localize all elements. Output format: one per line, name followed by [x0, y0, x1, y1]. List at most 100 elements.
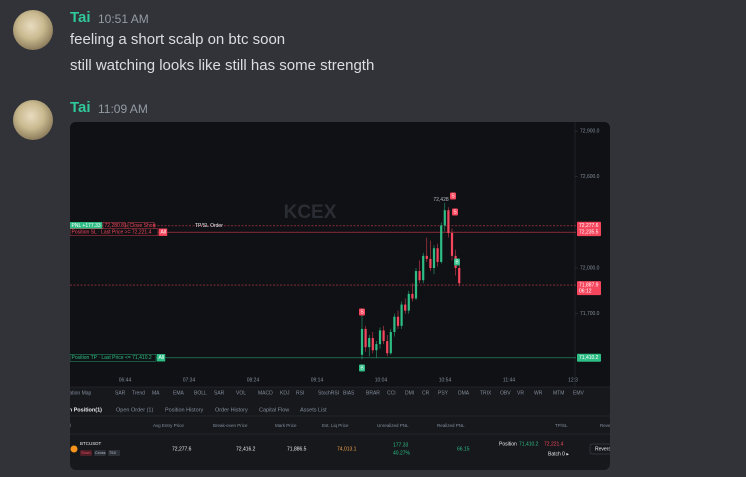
candle-body — [393, 316, 396, 332]
indicator-tab[interactable]: Liquidation Map — [70, 390, 92, 396]
position-tab[interactable]: Open Position(1) — [70, 407, 102, 413]
candle-body — [458, 268, 461, 284]
position-tab[interactable]: Order History — [215, 407, 248, 413]
candle-body — [396, 316, 400, 326]
author[interactable]: Tai — [70, 99, 91, 116]
all-tag-box[interactable] — [158, 228, 168, 236]
indicator-tab[interactable]: DMI — [405, 390, 414, 396]
candle-body — [440, 225, 443, 262]
table-header: Reverse — [600, 423, 610, 428]
indicator-tab[interactable]: DMA — [458, 390, 470, 396]
all-tag-box[interactable] — [156, 354, 166, 362]
indicator-tab[interactable]: BRAR — [366, 390, 380, 396]
price-marker-label: 71,410.2 — [579, 355, 599, 361]
realized-pnl: 66.15 — [457, 446, 470, 452]
tpsl-label: TP/SL Order — [195, 223, 223, 229]
chart-screenshot[interactable]: KCEX 72,900.0 72,600.0 72,000.0 71,700.0 72,… — [70, 122, 610, 470]
liq-price: 74,013.1 — [337, 446, 357, 452]
timestamp: 10:51 AM — [98, 12, 149, 26]
indicator-tab[interactable]: SAR — [115, 390, 126, 396]
sl-value: 72,221.4 — [544, 441, 564, 447]
pnl-tag: PNL +177.33 — [72, 223, 101, 229]
candle-body — [404, 304, 407, 311]
price-marker — [577, 228, 601, 237]
indicator-tab[interactable]: CR — [422, 390, 430, 396]
indicator-tab[interactable]: MTM — [553, 390, 564, 396]
position-tab[interactable]: Open Order (1) — [116, 407, 153, 413]
close-tag[interactable]: Close Short — [130, 223, 157, 229]
indicator-tab[interactable]: RSI — [296, 390, 304, 396]
row-tag-box — [80, 450, 92, 456]
indicator-tab[interactable]: MACD — [258, 390, 273, 396]
message-text: still watching looks like still has some… — [70, 57, 375, 74]
row-tag: Cross — [95, 450, 105, 455]
indicator-tab[interactable]: WR — [534, 390, 543, 396]
price-marker — [577, 353, 601, 362]
unrealized-pnl: 177.33 — [393, 442, 409, 448]
table-header: TP/SL — [555, 423, 568, 428]
x-tick-label: 10:54 — [439, 377, 452, 383]
all-tag[interactable]: All — [161, 230, 167, 236]
position-tab[interactable]: Position History — [165, 407, 203, 413]
candle-body — [429, 258, 432, 269]
row-tag: 75X — [109, 450, 116, 455]
y-tick-label: 72,900.0 — [580, 128, 600, 134]
indicator-tab[interactable]: StochRSI — [318, 390, 339, 396]
batch: Batch 0 ▸ — [548, 451, 569, 457]
avatar[interactable] — [13, 10, 53, 50]
avatar[interactable] — [13, 100, 53, 140]
message-text: feeling a short scalp on btc soon — [70, 31, 286, 48]
table-header: Est. Liq Price — [322, 423, 349, 428]
countdown: 06:12 — [579, 288, 592, 294]
indicator-tab[interactable]: VOL — [236, 390, 246, 396]
author[interactable]: Tai — [70, 9, 91, 26]
coin-icon — [70, 445, 78, 453]
indicator-tab[interactable]: TRIX — [480, 390, 492, 396]
indicator-tab[interactable]: VR — [517, 390, 524, 396]
sl-tag: Position SL · Last Price >= 72,221.4 — [72, 230, 152, 236]
indicator-tab[interactable]: OBV — [500, 390, 511, 396]
indicator-tab[interactable]: SAR — [214, 390, 225, 396]
indicator-tab[interactable]: KDJ — [280, 390, 290, 396]
position-tab[interactable]: Capital Flow — [259, 407, 289, 413]
indicator-tab[interactable]: CCI — [387, 390, 396, 396]
candle-body — [414, 271, 418, 299]
x-tick-label: 10:04 — [375, 377, 388, 383]
candle-body — [378, 330, 382, 345]
reverse-label[interactable]: Revers — [595, 446, 610, 452]
x-tick-label: 09:14 — [311, 377, 324, 383]
mark-price: 71,886.5 — [287, 446, 307, 452]
y-tick-label: 71,700.0 — [580, 311, 600, 317]
price-marker-label: 72,277.6 — [579, 223, 599, 229]
table-header: Perpetual — [70, 423, 71, 428]
table-header: Mark Price — [275, 423, 297, 428]
row-tag-box — [94, 450, 106, 456]
candle-body — [371, 338, 374, 351]
trade-marker — [359, 364, 365, 372]
price-marker-label: 71,887.9 — [579, 282, 599, 288]
trade-marker — [452, 208, 458, 216]
table-header: Unrealized PNL — [377, 423, 409, 428]
candle-body — [360, 328, 364, 355]
table-header: Realized PNL — [437, 423, 465, 428]
indicator-tab[interactable]: BOLL — [194, 390, 207, 396]
trade-marker-label: B — [455, 259, 459, 265]
indicator-tab[interactable]: PSY — [438, 390, 449, 396]
all-tag[interactable]: All — [159, 355, 165, 361]
indicator-tab[interactable]: BIAS — [343, 390, 355, 396]
candle-body — [375, 344, 378, 351]
y-tick-label: 72,000.0 — [580, 265, 600, 271]
indicator-tab[interactable]: MA — [152, 390, 160, 396]
break-even: 72,416.2 — [236, 446, 256, 452]
candle-body — [443, 210, 446, 226]
tp-tag: Position TP · Last Price <= 71,410.2 — [72, 355, 152, 361]
indicator-tab[interactable]: Trend — [132, 390, 145, 396]
candle-body — [418, 271, 421, 281]
indicator-tab[interactable]: EMV — [573, 390, 585, 396]
x-tick-label: 11:44 — [503, 377, 515, 383]
reverse-button[interactable] — [589, 443, 610, 455]
candle-body — [407, 293, 410, 311]
indicator-tab[interactable]: EMA — [173, 390, 185, 396]
position-tab[interactable]: Assets List — [300, 407, 327, 413]
